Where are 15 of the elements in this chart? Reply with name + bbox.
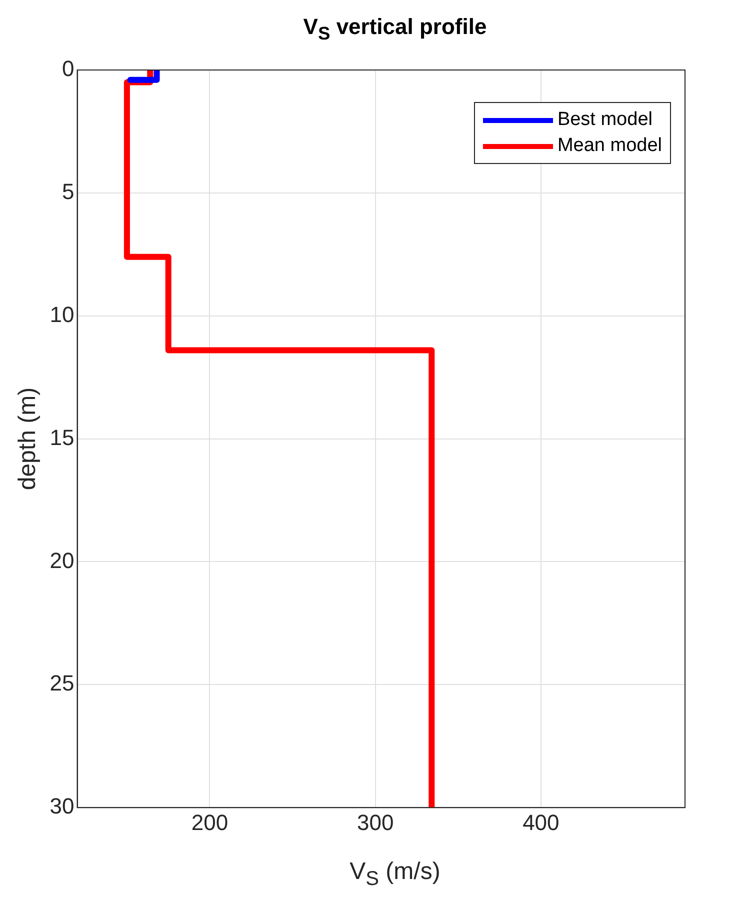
y-tick-label: 25: [50, 670, 74, 696]
y-tick-label: 0: [62, 56, 74, 82]
y-tick-label: 5: [62, 178, 74, 204]
y-tick-label: 30: [50, 794, 74, 819]
y-tick-label: 15: [50, 424, 74, 450]
chart-title: V$_{S}$ vertical profile: [302, 14, 488, 44]
x-tick-label: 300: [356, 810, 394, 835]
x-axis-title: V$_{S}$ (m/s): [348, 858, 442, 891]
x-tick-label: 200: [191, 810, 228, 835]
legend-label: Mean model: [557, 134, 662, 158]
y-tick-label: 10: [50, 302, 74, 327]
legend-label: Best model: [557, 108, 652, 132]
y-axis-title: depth (m): [14, 387, 42, 490]
x-tick-label: 400: [522, 810, 560, 835]
y-tick-label: 20: [50, 548, 74, 573]
